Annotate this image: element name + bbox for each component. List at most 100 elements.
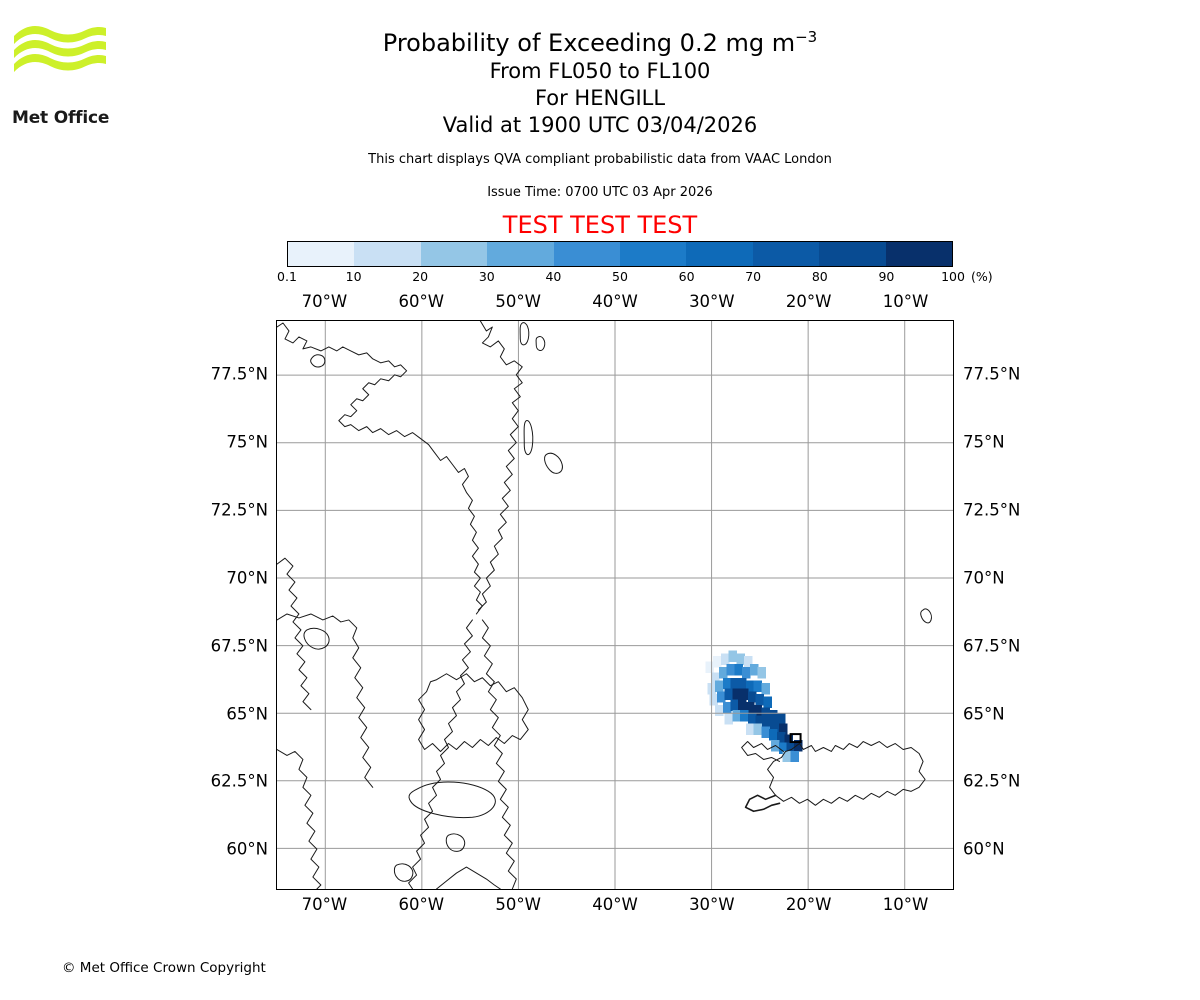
latitude-left-77.5N: 77.5°N: [210, 364, 268, 384]
latitude-right-62.5N: 62.5°N: [963, 771, 1021, 791]
longitude-top-40W: 40°W: [592, 292, 638, 311]
plume-cell: [736, 653, 745, 665]
longitude-top-60W: 60°W: [398, 292, 445, 311]
colorbar-tick-80: 80: [811, 269, 828, 284]
lat-lon-gridlines: [277, 321, 953, 889]
map-plot-area: [276, 320, 954, 890]
latitude-right-72.5N: 72.5°N: [963, 500, 1021, 520]
source-volcano-marker: [789, 733, 802, 744]
longitude-top-70W: 70°W: [301, 292, 348, 311]
probability-colorbar: [287, 241, 953, 267]
colorbar-tick-90: 90: [878, 269, 895, 284]
longitude-top-20W: 20°W: [785, 292, 832, 311]
plume-cell: [786, 742, 796, 755]
colorbar-tick-20: 20: [412, 269, 429, 284]
data-source-disclaimer: This chart displays QVA compliant probab…: [368, 152, 832, 167]
copyright-footer: © Met Office Crown Copyright: [62, 960, 266, 976]
plume-cell: [738, 699, 747, 711]
plume-cell: [730, 677, 739, 690]
plume-cell: [734, 664, 743, 676]
coastlines: [277, 321, 932, 889]
plume-cell: [711, 672, 720, 684]
colorbar-tick-10: 10: [345, 269, 362, 284]
colorbar-tick-70: 70: [745, 269, 762, 284]
plume-cell: [747, 712, 757, 725]
plume-cell: [778, 723, 788, 736]
longitude-bottom-50W: 50°W: [495, 895, 541, 914]
colorbar-band-3: [487, 242, 554, 266]
plume-cell: [740, 710, 749, 722]
colorbar-tick-100: 100: [941, 269, 965, 284]
plume-cell: [755, 715, 765, 727]
ash-probability-plume: [705, 650, 803, 763]
met-office-logo: Met Office: [12, 22, 112, 127]
plume-cell: [753, 680, 763, 692]
chart-title-exponent: −3: [795, 28, 818, 46]
plume-cell: [744, 656, 753, 668]
valid-time-subtitle: Valid at 1900 UTC 03/04/2026: [442, 113, 758, 137]
met-office-wordmark: Met Office: [12, 108, 110, 128]
latitude-left-60N: 60°N: [226, 839, 268, 859]
longitude-bottom-10W: 10°W: [882, 895, 929, 914]
colorbar-tick-labels: 0.1 10 20 30 40 50 60 70 80 90 100: [277, 269, 965, 287]
plume-cell: [718, 666, 728, 679]
plume-cell: [713, 656, 722, 668]
plume-cell: [769, 729, 778, 741]
colorbar-tick-50: 50: [612, 269, 628, 284]
plume-cell: [732, 710, 741, 722]
plume-cell: [726, 664, 736, 676]
longitude-top-10W: 10°W: [882, 292, 929, 311]
hengill-source-marker: [789, 733, 802, 744]
latitude-right-75N: 75°N: [963, 432, 1005, 452]
latitude-right-77.5N: 77.5°N: [963, 364, 1021, 384]
flight-level-subtitle: From FL050 to FL100: [489, 59, 711, 83]
plume-cell: [730, 699, 739, 711]
latitude-right-67.5N: 67.5°N: [963, 636, 1021, 656]
colorbar-band-0: [288, 242, 355, 266]
plume-cell: [715, 704, 724, 717]
latitude-left-67.5N: 67.5°N: [210, 636, 268, 656]
longitude-labels-bottom: 70°W 60°W 50°W 40°W 30°W 20°W 10°W: [0, 895, 1200, 915]
latitude-left-62.5N: 62.5°N: [210, 771, 268, 791]
latitude-left-75N: 75°N: [226, 432, 268, 452]
plume-cell: [745, 702, 755, 714]
plume-cell: [715, 680, 724, 692]
longitude-labels-top: 70°W 60°W 50°W 40°W 30°W 20°W 10°W: [0, 292, 1200, 312]
plume-cell: [709, 693, 718, 706]
latitude-left-70N: 70°N: [226, 568, 268, 588]
plume-cell: [757, 666, 767, 679]
latitude-left-65N: 65°N: [226, 704, 268, 724]
plume-cell: [716, 691, 726, 703]
plume-cell: [742, 666, 751, 679]
colorbar-tick-60: 60: [678, 269, 695, 284]
chart-title-text: Probability of Exceeding 0.2 mg m: [382, 29, 796, 57]
latitude-right-70N: 70°N: [963, 568, 1005, 588]
longitude-top-50W: 50°W: [495, 292, 541, 311]
colorbar-unit-label: (%): [971, 269, 993, 284]
longitude-bottom-70W: 70°W: [301, 895, 348, 914]
longitude-top-30W: 30°W: [689, 292, 735, 311]
longitude-bottom-40W: 40°W: [592, 895, 638, 914]
plume-cell: [720, 653, 730, 665]
volcano-subtitle: For HENGILL: [534, 86, 666, 110]
colorbar-gradient: [287, 241, 953, 267]
plume-cell: [749, 664, 759, 676]
plume-cell: [724, 688, 734, 700]
issue-time-label: Issue Time: 0700 UTC 03 Apr 2026: [487, 185, 713, 200]
colorbar-band-4: [553, 242, 621, 266]
met-office-wave-icon: [14, 26, 106, 72]
plume-cell: [784, 734, 794, 746]
plume-cell: [763, 696, 772, 709]
latitude-labels-left: 60°N 62.5°N 65°N 67.5°N 70°N 72.5°N 75°N 77.5°N: [0, 0, 268, 1000]
colorbar-tick-30: 30: [478, 269, 495, 284]
plume-cell: [763, 718, 772, 730]
plume-cell: [761, 726, 770, 738]
plume-cell: [794, 739, 803, 752]
colorbar-band-1: [354, 242, 421, 266]
plume-cell: [790, 750, 799, 763]
latitude-labels-right: 60°N 62.5°N 65°N 67.5°N 70°N 72.5°N 75°N 77.5°N: [963, 0, 1200, 1000]
title-block: Probability of Exceeding 0.2 mg m−3 From…: [0, 0, 1200, 239]
plume-cell: [753, 704, 763, 717]
plume-cell: [753, 723, 763, 736]
